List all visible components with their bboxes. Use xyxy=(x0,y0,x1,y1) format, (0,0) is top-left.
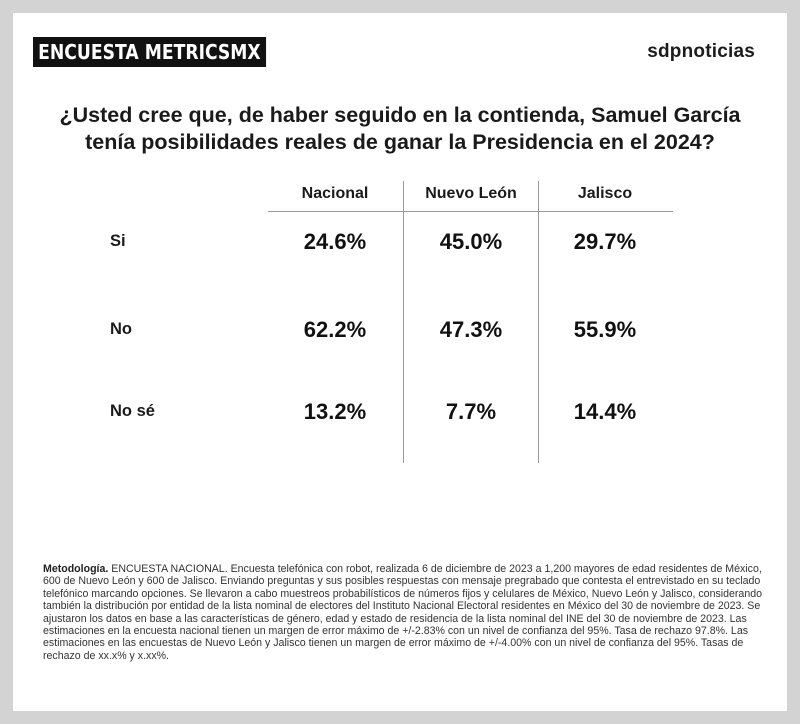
header-divider xyxy=(268,211,673,212)
column-header-jalisco: Jalisco xyxy=(577,185,633,202)
poll-card: ENCUESTA METRICSMX sdpnoticias ¿Usted cr… xyxy=(13,13,787,711)
publisher-logo: sdpnoticias xyxy=(647,41,755,62)
results-table: Nacional Nuevo León Jalisco Si 24.6% 45.0% 29.… xyxy=(13,13,787,473)
value-no-jalisco: 55.9% xyxy=(573,317,637,342)
question-title: ¿Usted cree que, de haber seguido en la … xyxy=(13,102,787,156)
value-no-se-nuevo-leon: 7.7% xyxy=(445,399,497,424)
methodology-text: ENCUESTA NACIONAL. Encuesta telefónica c… xyxy=(43,563,762,662)
row-label-si: Si xyxy=(110,232,126,250)
question-line-1: ¿Usted cree que, de haber seguido en la … xyxy=(59,103,741,127)
survey-tag: ENCUESTA METRICSMX xyxy=(33,37,266,67)
value-no-se-nacional: 13.2% xyxy=(303,399,367,424)
question-line-2: tenía posibilidades reales de ganar la P… xyxy=(85,130,715,154)
row-label-no-se: No sé xyxy=(110,402,155,420)
methodology-note: Metodología. ENCUESTA NACIONAL. Encuesta… xyxy=(43,563,763,662)
value-no-nuevo-leon: 47.3% xyxy=(439,317,503,342)
row-label-no: No xyxy=(110,320,132,338)
value-si-nacional: 24.6% xyxy=(303,229,367,254)
column-divider-1 xyxy=(403,181,404,463)
value-si-jalisco: 29.7% xyxy=(573,229,637,254)
column-header-nuevo-leon: Nuevo León xyxy=(425,185,517,202)
value-no-nacional: 62.2% xyxy=(303,317,367,342)
value-si-nuevo-leon: 45.0% xyxy=(439,229,503,254)
column-header-nacional: Nacional xyxy=(301,185,369,202)
value-no-se-jalisco: 14.4% xyxy=(573,399,637,424)
column-divider-2 xyxy=(538,181,539,463)
methodology-label: Metodología. xyxy=(43,563,109,575)
